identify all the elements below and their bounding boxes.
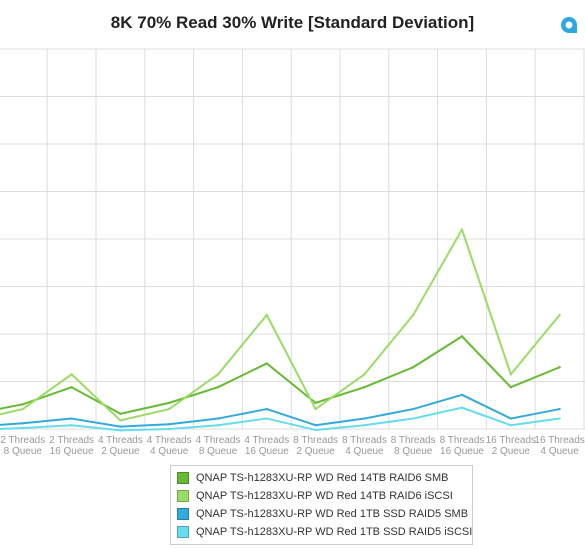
legend: QNAP TS-h1283XU-RP WD Red 14TB RAID6 SMB… bbox=[170, 465, 473, 545]
data-point bbox=[70, 386, 73, 389]
series-line-3 bbox=[0, 406, 560, 432]
grid-lines bbox=[0, 48, 585, 430]
legend-item[interactable]: QNAP TS-h1283XU-RP WD Red 1TB SSD RAID5 … bbox=[177, 523, 472, 541]
data-point bbox=[21, 426, 24, 430]
data-point bbox=[509, 424, 512, 427]
data-point bbox=[314, 428, 317, 432]
data-point bbox=[216, 424, 220, 427]
data-point bbox=[363, 373, 366, 376]
data-point bbox=[509, 386, 512, 389]
data-point bbox=[558, 417, 561, 420]
data-point bbox=[265, 313, 268, 317]
legend-item[interactable]: QNAP TS-h1283XU-RP WD Red 1TB SSD RAID5 … bbox=[177, 505, 469, 523]
data-point bbox=[168, 401, 171, 405]
x-tick-label: 16 Threads 2 Queue bbox=[486, 435, 536, 457]
x-tick-label: 16 Threads 4 Queue bbox=[534, 435, 584, 457]
series-lines bbox=[0, 228, 561, 432]
data-point bbox=[216, 417, 220, 420]
data-point bbox=[168, 427, 171, 431]
x-tick-label: 4 Threads 16 Queue bbox=[244, 435, 289, 457]
legend-swatch bbox=[177, 508, 189, 520]
chart-title: 8K 70% Read 30% Write [Standard Deviatio… bbox=[110, 13, 475, 32]
data-point bbox=[412, 407, 415, 411]
data-point bbox=[509, 417, 512, 420]
data-point bbox=[412, 366, 415, 369]
data-point bbox=[70, 424, 73, 427]
data-point bbox=[168, 407, 171, 411]
data-point bbox=[412, 417, 415, 420]
data-point bbox=[119, 429, 122, 432]
x-tick-label: 8 Threads 4 Queue bbox=[342, 435, 387, 457]
x-tick-label: 2 Threads 8 Queue bbox=[0, 435, 45, 457]
data-point bbox=[314, 401, 317, 405]
legend-swatch bbox=[177, 490, 189, 502]
legend-label: QNAP TS-h1283XU-RP WD Red 14TB RAID6 SMB bbox=[196, 472, 449, 484]
series-line-1 bbox=[0, 228, 561, 422]
data-point bbox=[509, 373, 512, 376]
x-tick-label: 4 Threads 4 Queue bbox=[147, 435, 192, 457]
legend-label: QNAP TS-h1283XU-RP WD Red 14TB RAID6 iSC… bbox=[196, 490, 453, 502]
x-tick-label: 8 Threads 16 Queue bbox=[440, 435, 485, 457]
x-tick-label: 8 Threads 2 Queue bbox=[293, 435, 338, 457]
data-point bbox=[21, 403, 24, 406]
data-point bbox=[265, 407, 268, 411]
x-tick-label: 4 Threads 2 Queue bbox=[98, 435, 143, 457]
data-point bbox=[21, 422, 24, 425]
x-tick-label: 8 Threads 8 Queue bbox=[391, 435, 436, 457]
data-point bbox=[363, 386, 366, 389]
data-point bbox=[558, 366, 561, 369]
data-point bbox=[363, 424, 366, 427]
data-point bbox=[119, 425, 122, 428]
data-point bbox=[216, 386, 220, 389]
data-point bbox=[460, 393, 464, 396]
legend-label: QNAP TS-h1283XU-RP WD Red 1TB SSD RAID5 … bbox=[196, 526, 473, 538]
data-point bbox=[460, 406, 464, 409]
legend-swatch bbox=[177, 526, 189, 538]
data-point bbox=[216, 373, 220, 376]
x-tick-label: 2 Threads 16 Queue bbox=[49, 435, 94, 457]
data-point bbox=[314, 424, 317, 427]
data-point bbox=[21, 407, 24, 411]
legend-item[interactable]: QNAP TS-h1283XU-RP WD Red 14TB RAID6 iSC… bbox=[177, 487, 466, 505]
data-point bbox=[265, 417, 268, 420]
data-point bbox=[265, 362, 268, 365]
data-point bbox=[119, 412, 122, 415]
data-point bbox=[558, 313, 561, 317]
data-point bbox=[460, 335, 464, 338]
legend-label: QNAP TS-h1283XU-RP WD Red 1TB SSD RAID5 … bbox=[196, 508, 469, 520]
data-point bbox=[314, 407, 317, 411]
legend-swatch bbox=[177, 472, 189, 484]
x-tick-label: 4 Threads 8 Queue bbox=[196, 435, 241, 457]
data-point bbox=[70, 373, 73, 376]
data-point bbox=[119, 419, 122, 422]
legend-item[interactable]: QNAP TS-h1283XU-RP WD Red 14TB RAID6 SMB bbox=[177, 469, 466, 487]
data-point bbox=[363, 417, 366, 420]
data-point bbox=[460, 228, 464, 231]
data-point bbox=[412, 313, 415, 317]
logo-icon bbox=[561, 17, 577, 33]
data-point bbox=[168, 423, 171, 426]
data-point bbox=[558, 407, 561, 411]
data-point bbox=[70, 417, 73, 420]
